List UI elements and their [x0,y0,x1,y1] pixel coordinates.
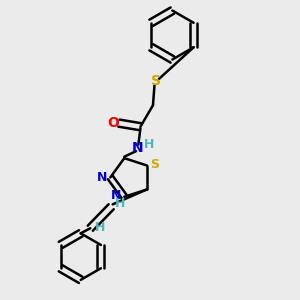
Text: N: N [111,189,121,202]
Text: S: S [151,74,161,88]
Text: N: N [97,171,107,184]
Text: N: N [132,141,143,154]
Text: H: H [115,197,125,210]
Text: O: O [108,116,119,130]
Text: H: H [144,137,154,151]
Text: H: H [94,221,105,234]
Text: S: S [150,158,159,170]
